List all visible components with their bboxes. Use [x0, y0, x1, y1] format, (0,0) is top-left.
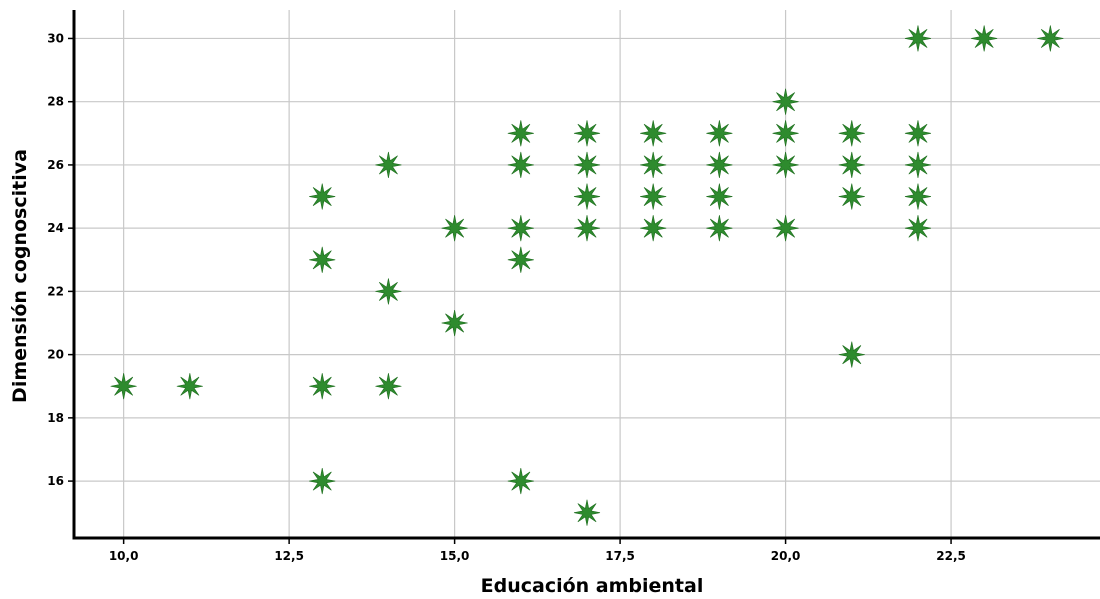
data-point: [904, 183, 932, 210]
data-point: [309, 468, 336, 495]
grid-lines: [74, 10, 1100, 538]
data-point: [573, 120, 601, 147]
data-point: [176, 373, 203, 400]
y-tick-label: 16: [47, 474, 64, 488]
data-point: [573, 183, 601, 210]
data-point: [573, 151, 601, 178]
data-point: [375, 373, 402, 400]
data-point: [573, 499, 601, 526]
y-tick-label: 20: [47, 348, 64, 362]
x-tick-label: 22,5: [936, 549, 966, 563]
data-point: [640, 120, 667, 147]
data-point: [441, 309, 468, 337]
data-point: [640, 183, 667, 210]
data-point: [904, 215, 932, 242]
data-point: [838, 151, 865, 178]
data-points: [110, 25, 1064, 526]
data-point: [772, 215, 799, 242]
data-point: [507, 468, 534, 495]
data-point: [110, 373, 137, 400]
y-tick-label: 30: [47, 31, 64, 45]
data-point: [706, 151, 733, 178]
data-point: [838, 341, 865, 368]
data-point: [772, 88, 799, 115]
x-tick-label: 15,0: [440, 549, 470, 563]
data-point: [507, 151, 534, 178]
data-point: [507, 246, 534, 273]
data-point: [706, 215, 733, 242]
data-point: [772, 151, 799, 178]
data-point: [772, 120, 799, 147]
data-point: [507, 120, 534, 147]
data-point: [640, 215, 667, 242]
data-point: [904, 120, 932, 147]
x-axis-title: Educación ambiental: [481, 575, 704, 597]
data-point: [507, 215, 534, 242]
y-tick-label: 26: [47, 158, 64, 172]
x-tick-label: 20,0: [771, 549, 801, 563]
data-point: [309, 183, 336, 210]
data-point: [441, 215, 468, 242]
data-point: [309, 373, 336, 400]
data-point: [706, 183, 733, 210]
x-tick-label: 17,5: [605, 549, 635, 563]
y-tick-label: 22: [47, 284, 64, 298]
data-point: [375, 151, 402, 178]
x-tick-label: 10,0: [109, 549, 139, 563]
y-tick-label: 24: [47, 221, 64, 235]
data-point: [838, 120, 865, 147]
data-point: [573, 215, 601, 242]
data-point: [1037, 25, 1064, 52]
tick-labels: 10,0 12,5 15,0 17,5 20,0 22,5 16 18 20 22 24 26 28 30: [47, 31, 966, 563]
data-point: [309, 246, 336, 273]
data-point: [706, 120, 733, 147]
data-point: [375, 278, 402, 305]
data-point: [904, 151, 932, 178]
data-point: [640, 151, 667, 178]
y-tick-label: 28: [47, 95, 64, 109]
axes: [68, 10, 1100, 544]
data-point: [904, 25, 932, 52]
data-point: [971, 25, 998, 52]
x-tick-label: 12,5: [274, 549, 304, 563]
y-axis-title: Dimensión cognoscitiva: [9, 149, 31, 403]
data-point: [838, 183, 865, 210]
y-tick-label: 18: [47, 411, 64, 425]
